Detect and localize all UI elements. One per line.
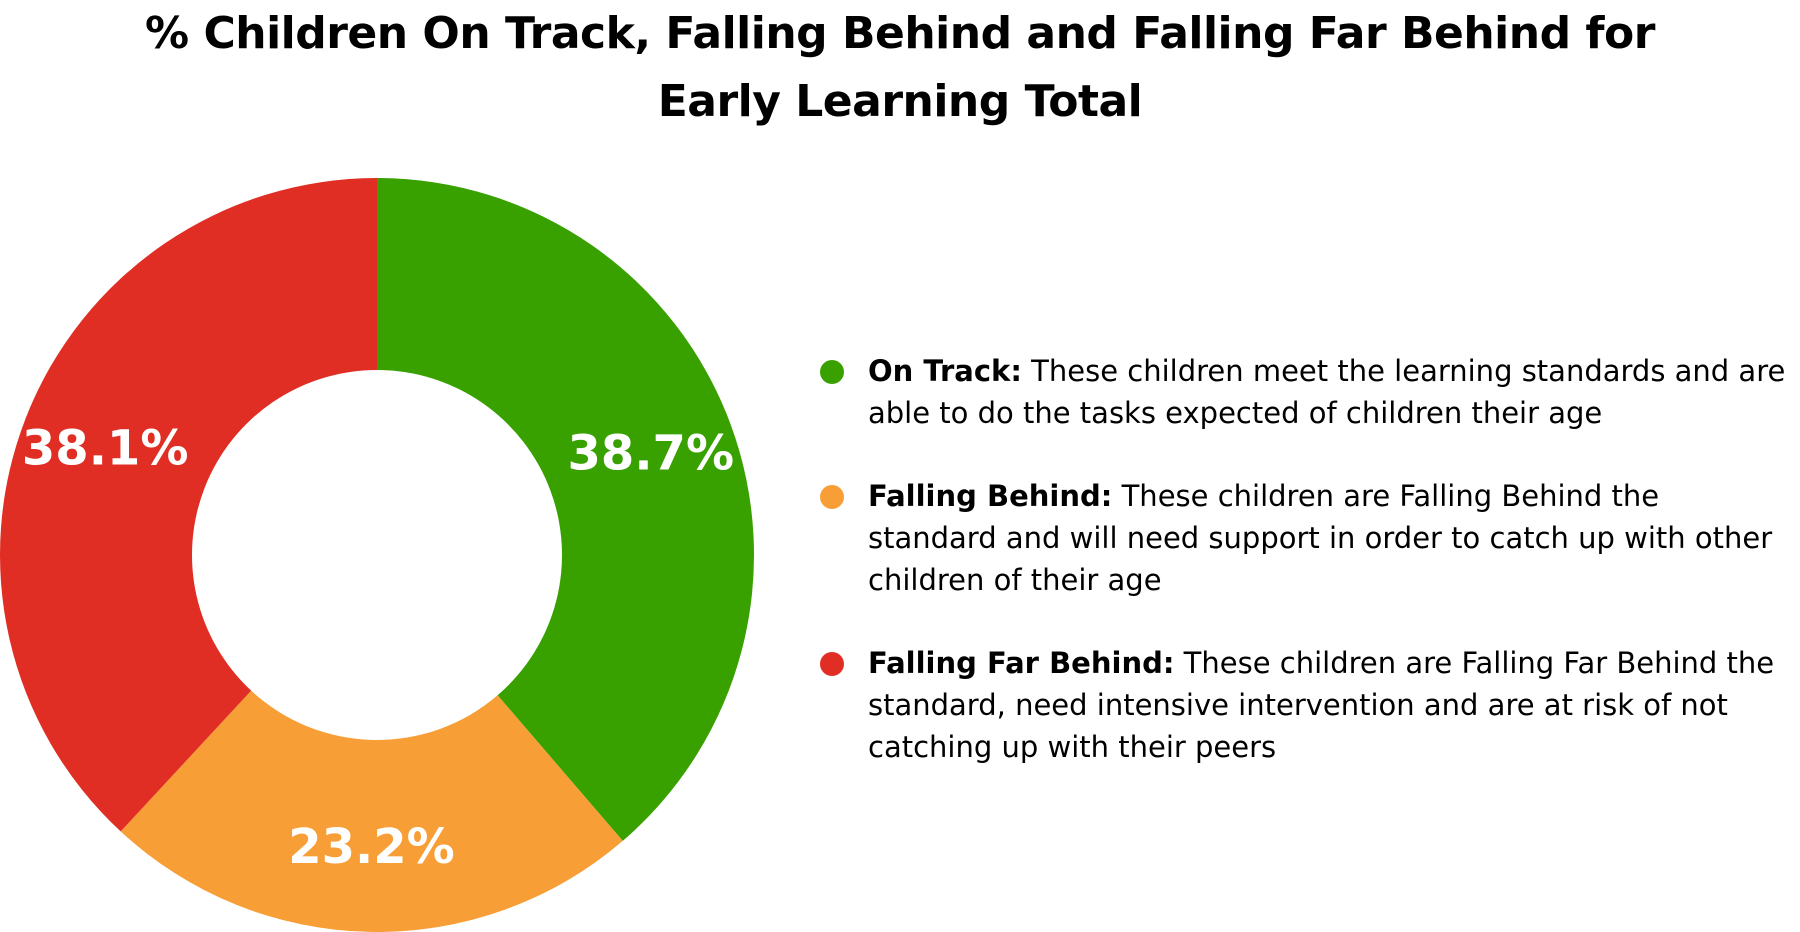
chart-title: % Children On Track, Falling Behind and … [0, 0, 1800, 136]
slice-label-falling-far-behind: 38.1% [22, 420, 189, 476]
slice-on-track [377, 178, 754, 841]
legend-item-falling-far-behind: Falling Far Behind: These children are F… [820, 642, 1790, 768]
legend-dot-falling-far-behind [820, 652, 844, 676]
slice-falling-behind [120, 690, 623, 932]
legend-name-falling-far-behind: Falling Far Behind: [868, 646, 1175, 680]
chart-title-line-1: % Children On Track, Falling Behind and … [145, 8, 1655, 59]
legend-description-falling-far-behind: These children are Falling Far Behind th… [868, 646, 1775, 764]
legend-description-on-track: These children meet the learning standar… [868, 354, 1786, 430]
legend-dot-falling-behind [820, 485, 844, 509]
legend-description-falling-behind: These children are Falling Behind the st… [868, 479, 1773, 597]
legend: On Track: These children meet the learni… [820, 350, 1790, 809]
legend-item-on-track: On Track: These children meet the learni… [820, 350, 1790, 434]
slice-label-on-track: 38.7% [568, 426, 735, 482]
legend-name-on-track: On Track: [868, 354, 1022, 388]
legend-name-falling-behind: Falling Behind: [868, 479, 1113, 513]
legend-dot-on-track [820, 360, 844, 384]
chart-title-line-2: Early Learning Total [657, 76, 1143, 127]
legend-item-falling-behind: Falling Behind: These children are Falli… [820, 475, 1790, 601]
donut-chart: 38.7% 23.2% 38.1% [0, 178, 754, 932]
slice-falling-far-behind [0, 178, 378, 832]
slice-label-falling-behind: 23.2% [288, 819, 455, 875]
